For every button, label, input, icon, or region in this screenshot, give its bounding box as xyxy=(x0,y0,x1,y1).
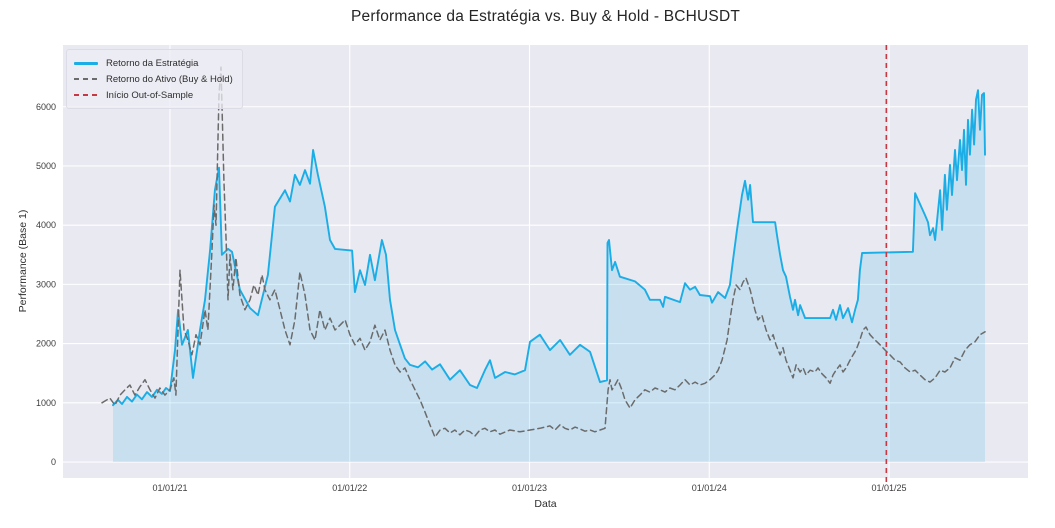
y-tick-label: 3000 xyxy=(36,279,56,289)
legend-label: Início Out-of-Sample xyxy=(106,89,194,101)
y-tick-label: 5000 xyxy=(36,161,56,171)
legend-item: Retorno da Estratégia xyxy=(74,55,233,71)
x-tick-label: 01/01/22 xyxy=(332,483,367,493)
chart-title: Performance da Estratégia vs. Buy & Hold… xyxy=(350,8,741,25)
y-tick-label: 6000 xyxy=(36,102,56,112)
legend-label: Retorno da Estratégia xyxy=(106,57,199,69)
solid-line-swatch-icon xyxy=(74,61,98,65)
y-tick-label: 4000 xyxy=(36,220,56,230)
x-tick-label: 01/01/21 xyxy=(152,483,187,493)
strategy-line xyxy=(112,89,986,407)
y-axis-label: Performance (Base 1) xyxy=(17,209,29,313)
legend-item: Início Out-of-Sample xyxy=(74,87,233,103)
dashed-line-swatch-icon xyxy=(74,94,98,96)
y-tick-label: 2000 xyxy=(36,339,56,349)
y-tick-label: 1000 xyxy=(36,398,56,408)
legend-item: Retorno do Ativo (Buy & Hold) xyxy=(74,71,233,87)
strategy-area-fill xyxy=(113,90,985,462)
x-tick-label: 01/01/25 xyxy=(872,483,907,493)
legend-label: Retorno do Ativo (Buy & Hold) xyxy=(106,73,233,85)
plot-background xyxy=(63,45,1028,478)
x-tick-label: 01/01/24 xyxy=(692,483,727,493)
x-axis-label: Data xyxy=(534,498,557,510)
buy-and-hold-line xyxy=(101,66,986,438)
legend: Retorno da Estratégia Retorno do Ativo (B… xyxy=(66,49,243,109)
y-tick-label: 0 xyxy=(51,457,56,467)
dashed-line-swatch-icon xyxy=(74,78,98,80)
x-tick-label: 01/01/23 xyxy=(512,483,547,493)
